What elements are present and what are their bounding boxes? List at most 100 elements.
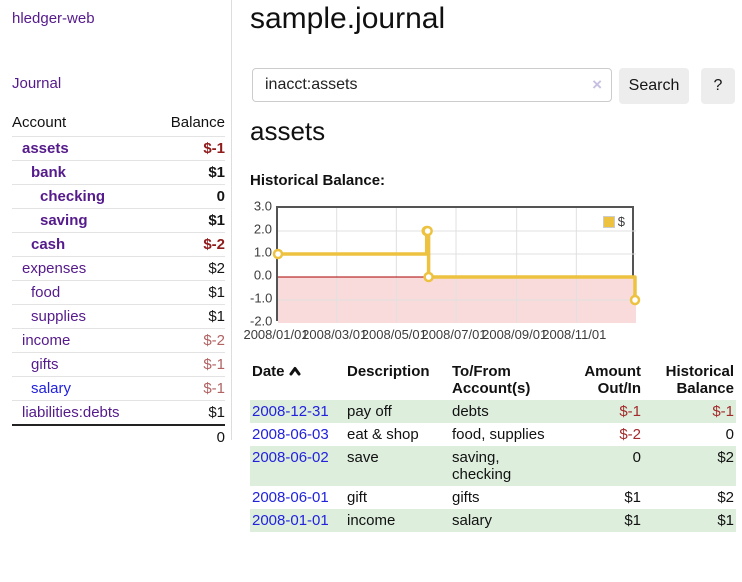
- register-row[interactable]: 2008-06-02 save saving, checking 0 $2: [250, 446, 736, 486]
- register-row[interactable]: 2008-06-03 eat & shop food, supplies $-2 0: [250, 423, 736, 446]
- transaction-balance: $2: [717, 449, 734, 466]
- transaction-accounts: food, supplies: [452, 426, 545, 443]
- accounts-table: Account Balance assets $-1 bank $1 checking 0…: [12, 110, 225, 449]
- y-tick-label: 3.0: [253, 198, 272, 214]
- search-button[interactable]: Search: [619, 68, 689, 104]
- app-brand-link[interactable]: hledger-web: [12, 10, 95, 27]
- chart-legend: $: [600, 213, 627, 230]
- x-tick-label: 2008/09/01: [482, 327, 548, 342]
- account-balance: $-1: [153, 376, 225, 401]
- x-tick-label: 2008/11/01: [542, 327, 607, 342]
- transaction-description: income: [347, 512, 396, 529]
- search-input[interactable]: [252, 68, 612, 102]
- account-balance: $1: [153, 304, 225, 329]
- transaction-date-link[interactable]: 2008-01-01: [252, 512, 329, 529]
- account-row: salary $-1: [12, 376, 225, 401]
- clear-search-icon[interactable]: ×: [592, 75, 602, 94]
- account-link[interactable]: gifts: [31, 356, 59, 373]
- chart-plot-area: $: [272, 206, 641, 323]
- register-row[interactable]: 2008-12-31 pay off debts $-1 $-1: [250, 400, 736, 423]
- accounts-header-balance: Balance: [170, 114, 225, 131]
- account-link[interactable]: checking: [40, 188, 106, 205]
- register-header-date[interactable]: Date: [250, 360, 345, 400]
- transaction-accounts: gifts: [452, 489, 480, 506]
- transaction-date-link[interactable]: 2008-12-31: [252, 403, 329, 420]
- transaction-balance: 0: [725, 426, 734, 443]
- account-row: assets $-1: [12, 136, 225, 161]
- search-wrap: ×: [252, 68, 612, 102]
- page-title: sample.journal: [250, 2, 446, 35]
- register-header-amount[interactable]: Amount Out/In: [584, 363, 641, 397]
- account-row: expenses $2: [12, 256, 225, 281]
- search-form: × Search ?: [250, 68, 742, 104]
- nav-journal-link[interactable]: Journal: [12, 75, 62, 92]
- transaction-amount: $-1: [619, 403, 641, 420]
- historical-balance-chart: 3.0 2.0 1.0 0.0 -1.0 -2.0 $ 2008/01/01 2008/03…: [243, 198, 690, 346]
- account-balance: $1: [153, 208, 225, 233]
- account-link[interactable]: supplies: [31, 308, 87, 325]
- account-link[interactable]: liabilities:debts: [22, 404, 120, 421]
- main-content: sample.journal × Search ? assets Histori…: [243, 0, 742, 582]
- help-button[interactable]: ?: [701, 68, 735, 104]
- register-table: Date Description To/From Account(s) Amou…: [250, 360, 736, 532]
- account-balance: $2: [153, 256, 225, 281]
- transaction-accounts: debts: [452, 403, 489, 420]
- y-tick-label: -1.0: [250, 290, 273, 306]
- account-row: gifts $-1: [12, 352, 225, 377]
- transaction-description: eat & shop: [347, 426, 419, 443]
- register-header-balance[interactable]: Historical Balance: [665, 363, 734, 397]
- account-link[interactable]: saving: [40, 212, 88, 229]
- account-heading: assets: [250, 116, 326, 146]
- account-link[interactable]: food: [31, 284, 61, 301]
- transaction-description: save: [347, 449, 379, 466]
- transaction-date-link[interactable]: 2008-06-03: [252, 426, 329, 443]
- transaction-amount: $-2: [619, 426, 641, 443]
- x-tick-label: 2008/07/01: [421, 327, 487, 342]
- transaction-date-link[interactable]: 2008-06-01: [252, 489, 329, 506]
- account-link[interactable]: expenses: [22, 260, 87, 277]
- account-row: liabilities:debts $1: [12, 400, 225, 425]
- register-header-date-label: Date: [252, 363, 285, 380]
- chart-title: Historical Balance:: [250, 172, 386, 189]
- register-header-accounts[interactable]: To/From Account(s): [452, 363, 531, 397]
- sidebar: hledger-web Journal Account Balance asse…: [0, 0, 232, 449]
- account-link[interactable]: cash: [31, 236, 66, 253]
- y-tick-label: -2.0: [250, 313, 273, 329]
- accounts-header-row: Account Balance: [12, 110, 225, 137]
- account-row: bank $1: [12, 160, 225, 185]
- register-row[interactable]: 2008-01-01 income salary $1 $1: [250, 509, 736, 532]
- accounts-body: assets $-1 bank $1 checking 0 saving $1 cash $-2 e…: [12, 136, 225, 425]
- transaction-description: pay off: [347, 403, 392, 420]
- account-balance: $1: [153, 280, 225, 305]
- accounts-total-spacer: [12, 424, 154, 449]
- register-row[interactable]: 2008-06-01 gift gifts $1 $2: [250, 486, 736, 509]
- account-link[interactable]: assets: [22, 140, 69, 157]
- y-tick-label: 0.0: [253, 267, 272, 283]
- register-header-row: Date Description To/From Account(s) Amou…: [250, 360, 736, 400]
- account-balance: $1: [153, 160, 225, 185]
- account-row: supplies $1: [12, 304, 225, 329]
- account-balance: $-1: [153, 352, 225, 377]
- account-balance: 0: [153, 184, 225, 209]
- account-row: saving $1: [12, 208, 225, 233]
- account-row: income $-2: [12, 328, 225, 353]
- account-link[interactable]: bank: [31, 164, 67, 181]
- transaction-amount: 0: [632, 449, 641, 466]
- register-header-description[interactable]: Description: [347, 363, 430, 380]
- accounts-header-account: Account: [12, 114, 67, 131]
- account-row: food $1: [12, 280, 225, 305]
- transaction-amount: $1: [624, 512, 641, 529]
- legend-label: $: [617, 214, 625, 229]
- transaction-balance: $2: [717, 489, 734, 506]
- y-tick-label: 2.0: [253, 221, 272, 237]
- transaction-balance: $-1: [712, 403, 734, 420]
- transaction-accounts: saving, checking: [452, 449, 512, 483]
- account-link[interactable]: salary: [31, 380, 72, 397]
- x-tick-label: 2008/03/01: [302, 327, 368, 342]
- account-link[interactable]: income: [22, 332, 71, 349]
- register-body: 2008-12-31 pay off debts $-1 $-1 2008-06-03 ea…: [250, 400, 736, 532]
- legend-swatch-icon: [602, 215, 615, 228]
- transaction-amount: $1: [624, 489, 641, 506]
- chart-plot-svg: [272, 208, 641, 323]
- transaction-date-link[interactable]: 2008-06-02: [252, 449, 329, 466]
